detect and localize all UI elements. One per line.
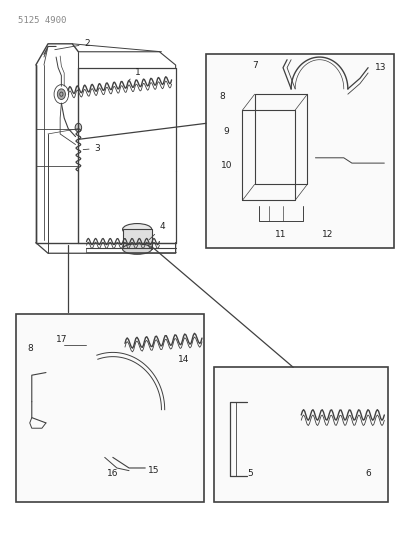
Circle shape [75,123,82,132]
Text: 12: 12 [322,230,333,239]
Circle shape [266,139,271,145]
Text: 15: 15 [148,466,159,475]
Circle shape [86,375,139,444]
Circle shape [299,211,307,221]
Text: 5125 4900: 5125 4900 [18,16,66,25]
Circle shape [119,458,126,467]
Text: 2: 2 [55,39,90,50]
Circle shape [33,382,43,395]
Circle shape [76,362,149,457]
Bar [264,428,302,471]
Bar [214,367,388,503]
Bar [206,54,395,248]
Ellipse shape [122,244,152,254]
Circle shape [273,221,281,232]
Bar [89,335,111,354]
Bar [16,314,204,503]
Text: 11: 11 [275,230,287,239]
Text: 13: 13 [375,63,386,72]
Circle shape [137,461,145,470]
Text: 8: 8 [27,344,33,353]
Text: 8: 8 [220,92,225,101]
Text: 1: 1 [129,68,141,80]
Circle shape [378,158,386,168]
Circle shape [242,435,251,448]
Text: 6: 6 [365,469,371,478]
Circle shape [244,439,248,444]
Bar [122,229,152,249]
Text: 16: 16 [107,469,119,478]
Ellipse shape [122,223,152,235]
Circle shape [60,92,63,96]
Circle shape [226,123,238,139]
Ellipse shape [264,402,302,417]
Ellipse shape [264,463,302,478]
Text: 14: 14 [178,355,189,364]
Circle shape [57,89,65,100]
Text: 9: 9 [224,127,229,136]
Text: 17: 17 [56,335,68,344]
Text: 4: 4 [149,222,165,240]
Text: 3: 3 [83,144,100,153]
Circle shape [230,127,235,135]
Circle shape [107,402,119,418]
Text: 7: 7 [252,61,257,69]
Text: 5: 5 [248,469,253,478]
Text: 10: 10 [221,161,232,170]
Circle shape [99,391,127,428]
